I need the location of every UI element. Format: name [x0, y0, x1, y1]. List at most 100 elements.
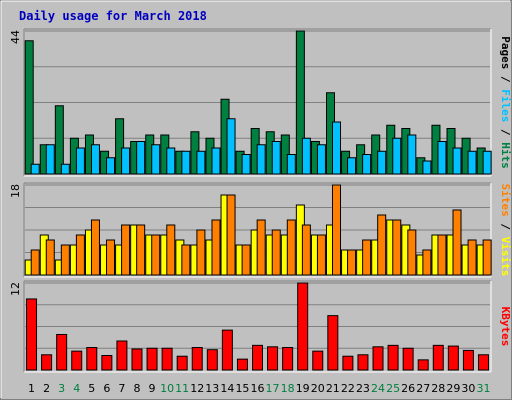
bar-files [121, 147, 131, 175]
legend-separator: / [499, 69, 512, 89]
bar-sites [241, 244, 251, 276]
bar-sites [437, 234, 447, 276]
x-tick-label: 9 [149, 382, 156, 395]
bar-sites [407, 229, 417, 276]
bar-kbytes [176, 355, 188, 371]
bar-sites [45, 239, 55, 276]
legend-entry-hits: Hits [499, 142, 512, 169]
bar-files [75, 147, 85, 175]
bar-files [437, 141, 447, 175]
chart-title: Daily usage for March 2018 [19, 9, 207, 23]
legend-entry-sites: Sites [499, 184, 512, 217]
bar-files [482, 150, 492, 175]
bar-kbytes [206, 349, 218, 371]
bar-files [151, 144, 161, 175]
bar-sites [271, 229, 281, 276]
bar-files [467, 150, 477, 175]
bar-kbytes [327, 315, 339, 371]
x-tick-label: 7 [118, 382, 125, 395]
x-tick-label: 17 [266, 382, 280, 395]
bar-sites [256, 219, 266, 276]
bar-kbytes [477, 354, 489, 371]
x-tick-label: 6 [103, 382, 110, 395]
legend-separator: / [499, 217, 512, 237]
legend-entry-files: Files [499, 89, 512, 122]
series-visits [24, 194, 486, 276]
bar-files [45, 144, 55, 175]
bar-kbytes [372, 346, 384, 371]
bar-sites [166, 224, 176, 276]
bar-files [241, 154, 251, 175]
bar-kbytes [56, 333, 68, 371]
bar-files [106, 157, 116, 175]
bar-kbytes [221, 329, 233, 371]
x-tick-label: 10 [160, 382, 174, 395]
bar-files [181, 150, 191, 175]
bar-files [316, 144, 326, 175]
bar-hits [54, 105, 64, 175]
bar-sites [121, 224, 131, 276]
legend-entry-visits: Visits [499, 237, 512, 277]
x-tick-label: 22 [341, 382, 355, 395]
x-tick-label: 24 [371, 382, 385, 395]
bar-sites [377, 214, 387, 276]
bar-kbytes [41, 354, 53, 371]
x-tick-label: 20 [311, 382, 325, 395]
bar-files [422, 160, 432, 175]
bar-kbytes [357, 354, 369, 371]
bar-sites [286, 219, 296, 276]
x-tick-label: 29 [446, 382, 460, 395]
bar-kbytes [161, 347, 173, 371]
bar-files [332, 121, 341, 175]
bar-files [377, 150, 387, 175]
x-axis: 1 2 3 4 5 6 7 8 9 10 11 12 13 14 15 16 17 18 19 20 21 22 23 24 2… [28, 382, 490, 395]
bar-kbytes [297, 282, 309, 371]
bar-sites [362, 239, 372, 276]
bar-kbytes [387, 344, 399, 371]
x-tick-label: 4 [73, 382, 80, 395]
bar-files [392, 137, 402, 175]
bar-sites [452, 209, 462, 276]
x-tick-label: 27 [416, 382, 430, 395]
bar-kbytes [342, 355, 354, 371]
bar-kbytes [312, 350, 324, 371]
bar-kbytes [86, 347, 98, 371]
bar-sites [151, 234, 161, 276]
bar-files [452, 147, 462, 175]
y-max-tick-label: 12 [9, 282, 22, 296]
bar-sites [196, 229, 206, 276]
bar-kbytes [267, 346, 279, 371]
x-tick-label: 19 [296, 382, 310, 395]
bar-sites [316, 234, 326, 276]
bar-kbytes [462, 349, 474, 371]
bar-files [256, 144, 266, 175]
legend-entry-kbytes: KBytes [499, 307, 512, 347]
x-tick-label: 1 [28, 382, 35, 395]
bar-kbytes [116, 340, 128, 371]
bar-sites [60, 244, 70, 276]
bar-sites [136, 224, 146, 276]
x-tick-label: 30 [461, 382, 475, 395]
bar-hits [115, 118, 125, 175]
x-tick-label: 31 [476, 382, 490, 395]
y-max-tick-label: 44 [9, 30, 22, 44]
bar-sites [30, 249, 40, 276]
bar-sites [467, 239, 477, 276]
series-kbytes [26, 282, 489, 371]
bar-files [60, 163, 70, 175]
bar-files [196, 150, 206, 175]
bar-kbytes [236, 358, 248, 371]
panel-1: 44 Pages / Files / Hits [9, 28, 512, 177]
x-tick-label: 23 [356, 382, 370, 395]
bar-sites [347, 249, 357, 276]
bar-kbytes [146, 347, 158, 371]
x-tick-label: 13 [205, 382, 219, 395]
x-tick-label: 11 [175, 382, 189, 395]
bar-sites [332, 184, 341, 276]
bar-files [30, 163, 40, 175]
x-tick-label: 5 [88, 382, 95, 395]
legend-1: Pages / Files / Hits [499, 36, 512, 169]
bar-kbytes [191, 347, 203, 371]
bar-kbytes [71, 350, 83, 371]
